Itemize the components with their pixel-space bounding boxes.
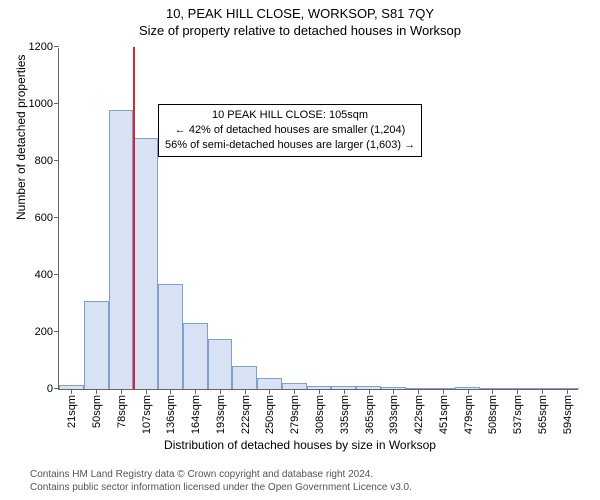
x-tick-label: 21sqm	[64, 395, 78, 428]
x-tick-label: 508sqm	[485, 395, 499, 434]
x-tick-mark	[344, 389, 345, 394]
x-tick-label: 422sqm	[411, 395, 425, 434]
histogram-bar	[208, 339, 233, 389]
y-tick-label: 200	[35, 326, 59, 338]
y-tick-mark	[54, 160, 59, 161]
x-tick-mark	[195, 389, 196, 394]
title-main: 10, PEAK HILL CLOSE, WORKSOP, S81 7QY	[0, 0, 600, 21]
x-tick-mark	[369, 389, 370, 394]
y-tick-mark	[54, 103, 59, 104]
histogram-bar	[257, 378, 282, 389]
x-tick-mark	[443, 389, 444, 394]
x-tick-mark	[468, 389, 469, 394]
x-tick-mark	[121, 389, 122, 394]
histogram-bar	[133, 138, 158, 389]
x-tick-mark	[269, 389, 270, 394]
property-marker-line	[133, 47, 135, 389]
histogram-bar	[183, 323, 208, 389]
x-tick-label: 393sqm	[386, 395, 400, 434]
y-tick-label: 600	[35, 212, 59, 224]
x-tick-mark	[517, 389, 518, 394]
y-tick-label: 400	[35, 269, 59, 281]
x-tick-label: 479sqm	[461, 395, 475, 434]
x-tick-label: 222sqm	[238, 395, 252, 434]
footer-line1: Contains HM Land Registry data © Crown c…	[30, 468, 412, 481]
x-tick-label: 78sqm	[114, 395, 128, 428]
x-tick-label: 365sqm	[362, 395, 376, 434]
title-sub: Size of property relative to detached ho…	[0, 21, 600, 38]
chart-container: 10, PEAK HILL CLOSE, WORKSOP, S81 7QY Si…	[0, 0, 600, 500]
x-tick-mark	[294, 389, 295, 394]
x-tick-label: 308sqm	[312, 395, 326, 434]
x-tick-mark	[567, 389, 568, 394]
info-box: 10 PEAK HILL CLOSE: 105sqm ← 42% of deta…	[158, 104, 422, 157]
info-box-line3: 56% of semi-detached houses are larger (…	[165, 138, 415, 153]
x-tick-label: 193sqm	[213, 395, 227, 434]
histogram-bar	[158, 284, 183, 389]
plot-region: 02004006008001000120021sqm50sqm78sqm107s…	[58, 48, 578, 390]
footer: Contains HM Land Registry data © Crown c…	[30, 468, 412, 494]
x-tick-label: 565sqm	[535, 395, 549, 434]
chart-area: 02004006008001000120021sqm50sqm78sqm107s…	[58, 48, 578, 390]
y-tick-mark	[54, 274, 59, 275]
y-tick-label: 0	[47, 383, 59, 395]
x-tick-label: 451sqm	[436, 395, 450, 434]
x-tick-mark	[492, 389, 493, 394]
x-tick-label: 537sqm	[510, 395, 524, 434]
x-axis-label: Distribution of detached houses by size …	[0, 438, 600, 452]
x-tick-label: 279sqm	[287, 395, 301, 434]
x-tick-mark	[418, 389, 419, 394]
histogram-bar	[109, 110, 134, 389]
footer-line2: Contains public sector information licen…	[30, 481, 412, 494]
x-tick-label: 136sqm	[163, 395, 177, 434]
x-tick-mark	[319, 389, 320, 394]
y-tick-label: 800	[35, 155, 59, 167]
histogram-bar	[232, 366, 257, 389]
y-tick-label: 1200	[29, 41, 59, 53]
x-tick-mark	[71, 389, 72, 394]
x-tick-mark	[96, 389, 97, 394]
x-tick-label: 164sqm	[188, 395, 202, 434]
x-tick-mark	[542, 389, 543, 394]
x-tick-mark	[146, 389, 147, 394]
x-tick-mark	[393, 389, 394, 394]
x-tick-label: 50sqm	[89, 395, 103, 428]
histogram-bar	[84, 301, 109, 389]
x-tick-label: 250sqm	[262, 395, 276, 434]
y-tick-mark	[54, 46, 59, 47]
y-tick-mark	[54, 217, 59, 218]
info-box-line1: 10 PEAK HILL CLOSE: 105sqm	[165, 108, 415, 123]
y-axis-label: Number of detached properties	[14, 55, 28, 220]
info-box-line2: ← 42% of detached houses are smaller (1,…	[165, 123, 415, 138]
y-tick-mark	[54, 331, 59, 332]
x-tick-label: 594sqm	[560, 395, 574, 434]
x-tick-label: 107sqm	[139, 395, 153, 434]
x-tick-mark	[245, 389, 246, 394]
x-tick-label: 335sqm	[337, 395, 351, 434]
x-tick-mark	[220, 389, 221, 394]
x-tick-mark	[170, 389, 171, 394]
y-tick-label: 1000	[29, 98, 59, 110]
